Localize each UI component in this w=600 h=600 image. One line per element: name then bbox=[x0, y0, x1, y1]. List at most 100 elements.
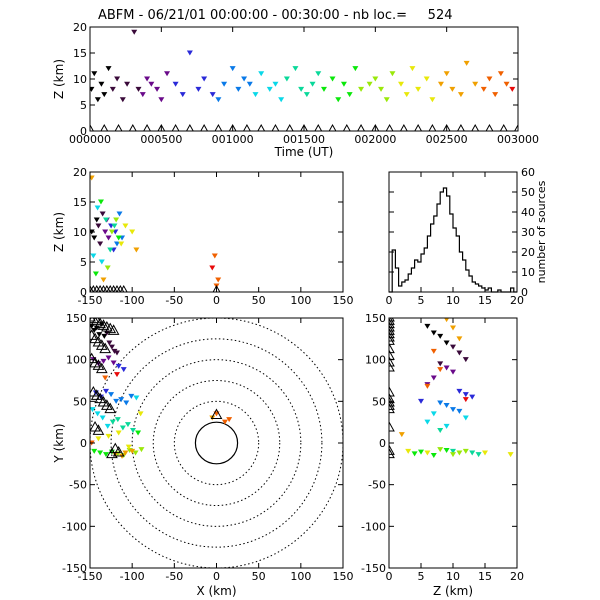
y-tick-label: 100 bbox=[66, 354, 87, 367]
x-tick-label: 50 bbox=[252, 570, 266, 583]
source-point bbox=[109, 86, 116, 92]
station-marker bbox=[114, 123, 123, 131]
x-height-panel: -150 -100 -50 0 50 100 150 0 5 10 15 20 Z (km) bbox=[52, 166, 354, 307]
station-marker bbox=[371, 123, 380, 131]
source-point bbox=[492, 92, 499, 98]
source-point bbox=[92, 271, 99, 277]
station-marker bbox=[100, 123, 109, 131]
x-tick-label: 15 bbox=[478, 294, 492, 307]
source-point bbox=[298, 86, 305, 92]
source-point bbox=[90, 175, 95, 181]
source-point bbox=[415, 86, 422, 92]
y-tick-label: 150 bbox=[66, 312, 87, 325]
y-axis-label: Z (km) bbox=[52, 59, 66, 99]
x-tick-label: 0 bbox=[386, 570, 393, 583]
source-point bbox=[418, 398, 424, 404]
source-point bbox=[252, 92, 259, 98]
y-tick-label: 10 bbox=[73, 73, 87, 86]
histogram-bar bbox=[453, 228, 456, 292]
histogram-bar bbox=[437, 204, 440, 292]
station-marker bbox=[104, 402, 117, 414]
source-point bbox=[114, 76, 121, 82]
source-point bbox=[158, 97, 165, 103]
x-tick-label: 000000 bbox=[69, 133, 111, 146]
source-point bbox=[91, 328, 98, 333]
source-point bbox=[456, 350, 463, 356]
source-point bbox=[469, 450, 476, 456]
source-point bbox=[135, 430, 142, 436]
x-tick-label: 0 bbox=[213, 570, 220, 583]
source-point bbox=[115, 430, 122, 436]
station-marker bbox=[328, 123, 337, 131]
station-marker bbox=[109, 284, 118, 292]
source-point bbox=[99, 211, 106, 217]
source-point bbox=[125, 444, 132, 450]
source-point bbox=[437, 361, 444, 367]
station-marker bbox=[97, 319, 110, 330]
source-point bbox=[430, 375, 437, 381]
source-point bbox=[221, 81, 228, 87]
source-point bbox=[108, 392, 115, 398]
source-point bbox=[443, 423, 450, 429]
source-point bbox=[118, 397, 125, 403]
station-marker bbox=[389, 327, 395, 339]
source-point bbox=[463, 60, 470, 66]
source-point bbox=[148, 81, 155, 87]
range-ring bbox=[131, 359, 302, 527]
y-axis-label: Z (km) bbox=[52, 212, 66, 252]
y-tick-label: 50 bbox=[73, 395, 87, 408]
station-marker bbox=[389, 318, 395, 325]
source-point bbox=[122, 223, 129, 229]
y-tick-label: 5 bbox=[80, 99, 87, 112]
station-marker bbox=[471, 123, 480, 131]
station-marker bbox=[442, 123, 451, 131]
station-marker bbox=[514, 123, 518, 131]
station-marker bbox=[107, 324, 120, 335]
station-marker bbox=[101, 320, 113, 332]
source-point bbox=[113, 217, 120, 223]
station-marker bbox=[106, 284, 115, 292]
source-point bbox=[430, 330, 437, 336]
y-tick-label: 15 bbox=[73, 47, 87, 60]
source-point bbox=[309, 81, 316, 87]
source-point bbox=[106, 340, 113, 346]
source-point bbox=[283, 76, 290, 82]
source-point bbox=[424, 323, 431, 329]
station-marker bbox=[271, 123, 280, 131]
station-marker bbox=[128, 123, 137, 131]
source-point bbox=[340, 81, 347, 87]
source-point bbox=[383, 97, 390, 103]
x-tick-label: 15 bbox=[478, 570, 492, 583]
source-point bbox=[135, 86, 142, 92]
x-tick-label: 002500 bbox=[426, 133, 468, 146]
source-point bbox=[462, 357, 469, 363]
source-point bbox=[226, 417, 233, 423]
source-point bbox=[110, 360, 117, 366]
source-point bbox=[115, 235, 122, 241]
source-point bbox=[423, 76, 430, 82]
station-marker bbox=[90, 352, 98, 364]
station-marker bbox=[90, 284, 98, 292]
source-point bbox=[129, 229, 136, 235]
source-point bbox=[164, 71, 171, 77]
station-marker bbox=[143, 123, 151, 131]
x-axis-label: Time (UT) bbox=[274, 145, 334, 159]
source-point bbox=[430, 411, 437, 417]
source-point bbox=[114, 417, 121, 423]
source-point bbox=[450, 452, 456, 458]
station-marker bbox=[389, 324, 395, 335]
source-point bbox=[91, 235, 98, 241]
source-point bbox=[443, 448, 450, 453]
source-point bbox=[209, 92, 216, 98]
source-point bbox=[186, 50, 193, 56]
source-point bbox=[118, 241, 125, 247]
histogram-bar bbox=[488, 288, 491, 292]
station-marker bbox=[342, 123, 351, 131]
source-point bbox=[93, 217, 100, 223]
source-point bbox=[258, 71, 265, 77]
station-marker bbox=[171, 123, 180, 131]
source-point bbox=[462, 448, 469, 454]
source-point bbox=[90, 253, 97, 259]
histogram-bar bbox=[434, 216, 437, 292]
